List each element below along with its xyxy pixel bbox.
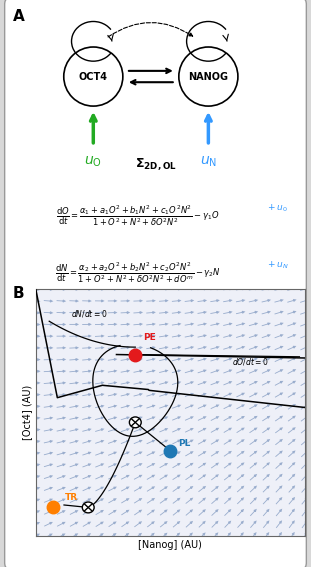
Ellipse shape bbox=[64, 47, 123, 106]
Text: $dO/dt = 0$: $dO/dt = 0$ bbox=[232, 356, 269, 367]
Text: A: A bbox=[12, 9, 24, 23]
FancyBboxPatch shape bbox=[5, 0, 306, 567]
Text: TR: TR bbox=[65, 493, 78, 502]
Text: $\mathbf{\Sigma_{2D,OL}}$: $\mathbf{\Sigma_{2D,OL}}$ bbox=[135, 156, 176, 172]
Text: PL: PL bbox=[178, 439, 191, 448]
Text: B: B bbox=[12, 286, 24, 301]
Text: OCT4: OCT4 bbox=[79, 71, 108, 82]
Text: NANOG: NANOG bbox=[188, 71, 228, 82]
Text: $u_{\rm N}$: $u_{\rm N}$ bbox=[200, 154, 217, 169]
Text: PE: PE bbox=[143, 333, 156, 342]
X-axis label: [Nanog] (AU): [Nanog] (AU) bbox=[138, 540, 202, 550]
Y-axis label: [Oct4] (AU): [Oct4] (AU) bbox=[21, 385, 32, 440]
Ellipse shape bbox=[179, 47, 238, 106]
Text: $\dfrac{\mathrm{d}O}{\mathrm{d}t} = \dfrac{\alpha_1 + a_1O^2 + b_1N^2 + c_1O^2N^: $\dfrac{\mathrm{d}O}{\mathrm{d}t} = \dfr… bbox=[56, 203, 219, 227]
Text: $dN/dt = 0$: $dN/dt = 0$ bbox=[71, 308, 107, 319]
Text: $+ \; u_0$: $+ \; u_0$ bbox=[267, 203, 289, 214]
Text: $+ \; u_N$: $+ \; u_N$ bbox=[267, 260, 289, 271]
Text: $\dfrac{\mathrm{d}N}{\mathrm{d}t} = \dfrac{\alpha_2 + a_2O^2 + b_2N^2 + c_2O^2N^: $\dfrac{\mathrm{d}N}{\mathrm{d}t} = \dfr… bbox=[55, 260, 220, 285]
Text: $u_{\rm O}$: $u_{\rm O}$ bbox=[84, 154, 102, 169]
Circle shape bbox=[129, 417, 141, 428]
Circle shape bbox=[82, 502, 94, 513]
